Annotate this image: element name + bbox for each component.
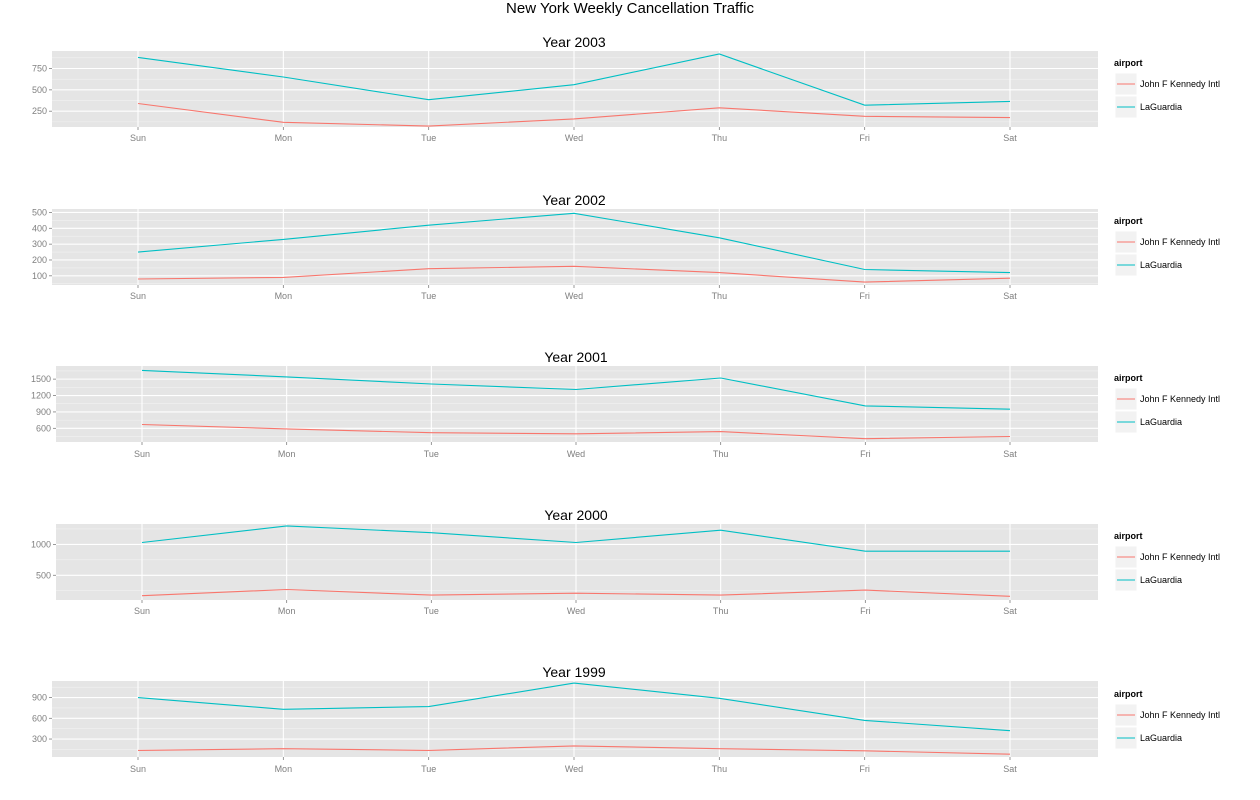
series-line-laguardia: [137, 682, 1011, 732]
panel-title: Year 1999: [542, 664, 606, 680]
x-tick-label: Thu: [712, 764, 728, 774]
x-tick-label: Sun: [134, 606, 150, 616]
x-tick-label: Thu: [712, 133, 728, 143]
chart-main-title: New York Weekly Cancellation Traffic: [506, 0, 754, 17]
legend-label: John F Kennedy Intl: [1140, 552, 1220, 562]
x-tick-label: Wed: [565, 291, 583, 301]
plot-background: [52, 209, 1098, 285]
x-tick-label: Tue: [421, 291, 436, 301]
y-tick-label: 600: [36, 423, 51, 433]
legend-label: John F Kennedy Intl: [1140, 394, 1220, 404]
legend-label: John F Kennedy Intl: [1140, 710, 1220, 720]
x-tick-label: Tue: [421, 764, 436, 774]
panel-3: Year 2000 500 1000 Sun Mon Tue Wed Thu Fri Sat air…: [31, 507, 1220, 616]
x-tick-label: Mon: [275, 764, 293, 774]
series-line-john-f-kennedy-intl: [137, 745, 1011, 755]
x-tick-label: Sat: [1003, 606, 1017, 616]
panel-title: Year 2001: [544, 349, 608, 365]
x-tick-label: Sat: [1003, 291, 1017, 301]
legend: airport John F Kennedy Intl LaGuardia: [1114, 373, 1220, 434]
legend-label: LaGuardia: [1140, 102, 1182, 112]
x-tick-label: Mon: [278, 606, 296, 616]
panel-title: Year 2000: [544, 507, 608, 523]
y-tick-label: 750: [32, 64, 47, 74]
legend-title: airport: [1114, 58, 1143, 68]
chart-panels: Year 2003 250 500 750 Sun Mon Tue Wed Thu Fri Sat a…: [31, 34, 1220, 774]
x-tick-label: Mon: [275, 291, 293, 301]
x-tick-label: Sat: [1003, 764, 1017, 774]
y-tick-label: 100: [32, 271, 47, 281]
x-tick-label: Wed: [565, 764, 583, 774]
legend-title: airport: [1114, 689, 1143, 699]
panel-2: Year 2001 600 900 1200 1500 Sun Mon Tue Wed Thu Fr…: [31, 349, 1220, 459]
plot-background: [56, 524, 1098, 600]
x-tick-label: Sun: [130, 133, 146, 143]
legend: airport John F Kennedy Intl LaGuardia: [1114, 58, 1220, 119]
y-tick-label: 900: [36, 407, 51, 417]
legend-title: airport: [1114, 373, 1143, 383]
panel-title: Year 2002: [542, 192, 606, 208]
x-tick-label: Thu: [713, 449, 729, 459]
x-tick-label: Sat: [1003, 133, 1017, 143]
series-line-laguardia: [141, 369, 1011, 410]
y-tick-label: 1200: [31, 391, 51, 401]
x-tick-label: Mon: [278, 449, 296, 459]
y-tick-label: 600: [32, 713, 47, 723]
plot-background: [52, 681, 1098, 757]
legend-label: John F Kennedy Intl: [1140, 237, 1220, 247]
y-tick-label: 300: [32, 734, 47, 744]
x-tick-label: Fri: [859, 291, 870, 301]
legend-title: airport: [1114, 531, 1143, 541]
x-tick-label: Thu: [713, 606, 729, 616]
y-tick-label: 300: [32, 239, 47, 249]
y-tick-label: 250: [32, 106, 47, 116]
y-tick-label: 1000: [31, 539, 51, 549]
x-tick-label: Tue: [421, 133, 436, 143]
x-tick-label: Fri: [859, 133, 870, 143]
legend: airport John F Kennedy Intl LaGuardia: [1114, 531, 1220, 592]
legend-title: airport: [1114, 216, 1143, 226]
x-tick-label: Mon: [275, 133, 293, 143]
x-tick-label: Wed: [567, 449, 585, 459]
series-line-john-f-kennedy-intl: [137, 102, 1011, 127]
legend-label: LaGuardia: [1140, 733, 1182, 743]
x-tick-label: Wed: [565, 133, 583, 143]
x-tick-label: Wed: [567, 606, 585, 616]
y-tick-label: 400: [32, 223, 47, 233]
legend-label: LaGuardia: [1140, 260, 1182, 270]
y-tick-label: 200: [32, 255, 47, 265]
legend-label: LaGuardia: [1140, 575, 1182, 585]
series-line-laguardia: [137, 212, 1011, 274]
y-tick-label: 500: [32, 207, 47, 217]
y-tick-label: 900: [32, 693, 47, 703]
panel-0: Year 2003 250 500 750 Sun Mon Tue Wed Thu Fri Sat a…: [32, 34, 1220, 143]
x-tick-label: Fri: [859, 764, 870, 774]
panel-title: Year 2003: [542, 34, 606, 50]
y-tick-label: 500: [32, 85, 47, 95]
y-tick-label: 1500: [31, 374, 51, 384]
x-tick-label: Fri: [860, 449, 871, 459]
x-tick-label: Thu: [712, 291, 728, 301]
plot-background: [52, 51, 1098, 127]
series-line-john-f-kennedy-intl: [141, 423, 1011, 440]
panel-4: Year 1999 300 600 900 Sun Mon Tue Wed Thu Fri Sat a…: [32, 664, 1220, 774]
x-tick-label: Tue: [424, 449, 439, 459]
x-tick-label: Sat: [1003, 449, 1017, 459]
x-tick-label: Sun: [130, 764, 146, 774]
legend-label: LaGuardia: [1140, 417, 1182, 427]
legend: airport John F Kennedy Intl LaGuardia: [1114, 689, 1220, 750]
legend: airport John F Kennedy Intl LaGuardia: [1114, 216, 1220, 277]
series-line-john-f-kennedy-intl: [137, 265, 1011, 283]
y-tick-label: 500: [36, 570, 51, 580]
x-tick-label: Fri: [860, 606, 871, 616]
series-line-laguardia: [141, 525, 1010, 552]
x-tick-label: Sun: [130, 291, 146, 301]
series-line-john-f-kennedy-intl: [141, 588, 1011, 597]
series-line-laguardia: [137, 53, 1011, 106]
panel-1: Year 2002 100 200 300 400 500 Sun Mon Tue Wed Thu F…: [32, 192, 1220, 301]
legend-label: John F Kennedy Intl: [1140, 79, 1220, 89]
x-tick-label: Sun: [134, 449, 150, 459]
x-tick-label: Tue: [424, 606, 439, 616]
